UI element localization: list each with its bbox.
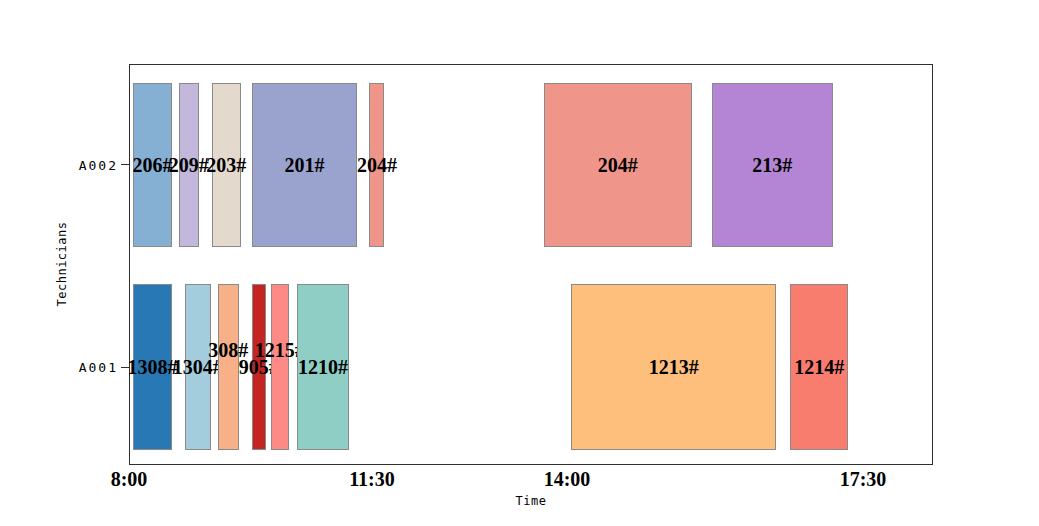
gantt-bar-label: 1214# xyxy=(794,357,844,377)
gantt-bar-1214: 1214# xyxy=(790,284,848,450)
gantt-bar-label: 206# xyxy=(132,155,172,175)
y-tick-label-A001: A001 xyxy=(0,361,118,374)
y-tick-mark-A002 xyxy=(121,164,129,166)
gantt-bar-label: 1213# xyxy=(649,357,699,377)
gantt-bar-1215: 1215# xyxy=(271,284,289,450)
gantt-bar-213: 213# xyxy=(712,83,834,247)
gantt-bar-1210: 1210# xyxy=(297,284,350,450)
gantt-bar-label: 1210# xyxy=(298,357,348,377)
x-tick-label-17-30: 17:30 xyxy=(840,469,887,489)
gantt-bar-204: 204# xyxy=(369,83,384,247)
gantt-bar-201: 201# xyxy=(252,83,358,247)
gantt-bar-905: 905# xyxy=(252,284,266,450)
gantt-bar-label: 209# xyxy=(169,155,209,175)
y-axis-title: Technicians xyxy=(55,222,69,307)
gantt-bar-209: 209# xyxy=(179,83,199,247)
gantt-bar-1213: 1213# xyxy=(571,284,776,450)
gantt-bar-204: 204# xyxy=(544,83,692,247)
gantt-bar-206: 206# xyxy=(133,83,172,247)
gantt-bar-label: 201# xyxy=(285,155,325,175)
gantt-bar-203: 203# xyxy=(212,83,241,247)
gantt-bar-308: 308# xyxy=(218,284,239,450)
x-tick-label-8-00: 8:00 xyxy=(111,469,148,489)
x-axis-title: Time xyxy=(516,494,547,508)
plot-area: 206#209#203#201#204#204#213#1308#1304#30… xyxy=(129,64,933,465)
gantt-bar-label: 204# xyxy=(357,155,397,175)
gantt-bar-label: 213# xyxy=(752,155,792,175)
gantt-bar-1304: 1304# xyxy=(185,284,211,450)
gantt-bar-1308: 1308# xyxy=(133,284,172,450)
gantt-figure: Technicians 206#209#203#201#204#204#213#… xyxy=(0,0,1039,526)
gantt-bar-label: 204# xyxy=(598,155,638,175)
x-tick-label-14-00: 14:00 xyxy=(544,469,591,489)
y-tick-mark-A001 xyxy=(121,367,129,369)
x-tick-label-11-30: 11:30 xyxy=(349,469,395,489)
gantt-bar-label: 1308# xyxy=(127,357,177,377)
y-tick-label-A002: A002 xyxy=(0,158,118,171)
gantt-bar-label: 203# xyxy=(206,155,246,175)
